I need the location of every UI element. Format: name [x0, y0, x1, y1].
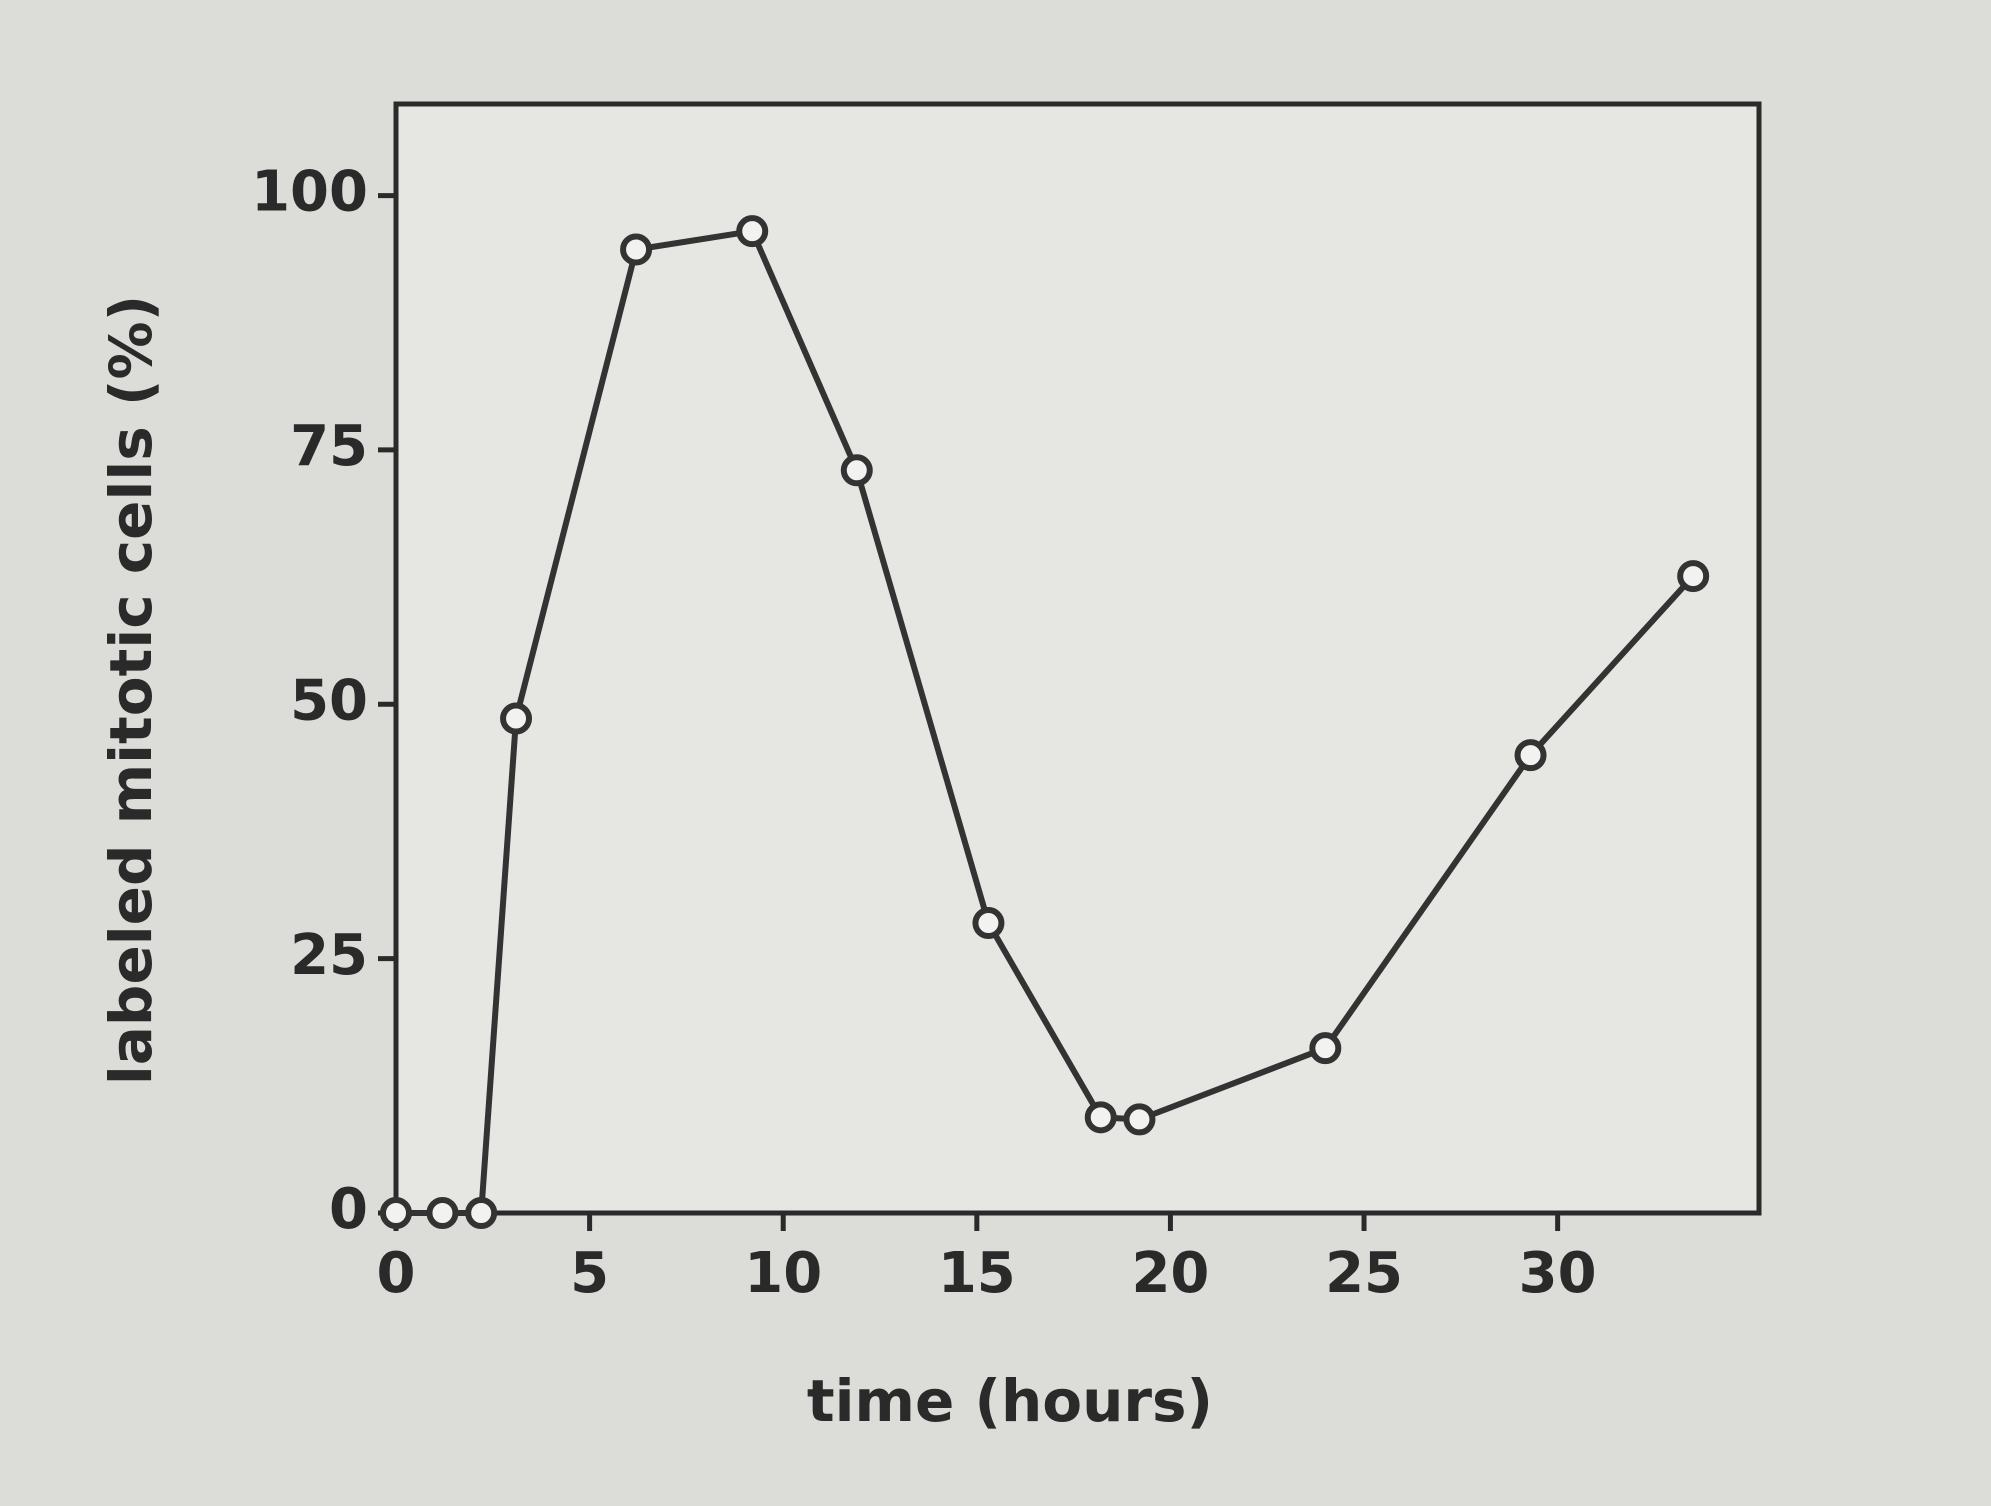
data-point: [380, 1197, 412, 1229]
data-point: [1677, 560, 1710, 593]
x-tick-label: 25: [1325, 1241, 1403, 1306]
data-point: [972, 907, 1005, 940]
data-point: [426, 1197, 459, 1229]
y-tick-label: 50: [290, 668, 368, 733]
data-point: [1084, 1101, 1117, 1134]
data-point: [465, 1197, 498, 1229]
data-point: [500, 702, 533, 735]
data-point: [736, 215, 769, 248]
x-tick-label: 20: [1131, 1241, 1209, 1306]
data-point: [1514, 739, 1547, 772]
x-tick-label: 5: [570, 1241, 609, 1306]
x-tick-label: 10: [744, 1241, 822, 1306]
y-tick-label: 100: [251, 160, 368, 225]
data-point: [840, 454, 873, 487]
x-axis-title: time (hours): [807, 1367, 1213, 1435]
data-point: [620, 233, 653, 266]
data-point: [1309, 1032, 1342, 1065]
y-tick-label: 25: [290, 923, 368, 988]
y-axis-title: labeled mitotic cells (%): [97, 295, 165, 1085]
data-point: [1123, 1103, 1156, 1136]
plot-frame: [393, 101, 1762, 1216]
x-tick-label: 30: [1519, 1241, 1597, 1306]
x-tick-label: 15: [938, 1241, 1016, 1306]
y-tick-label: 75: [290, 414, 368, 479]
x-tick-label: 0: [377, 1241, 416, 1306]
y-tick-label: 0: [329, 1177, 368, 1242]
